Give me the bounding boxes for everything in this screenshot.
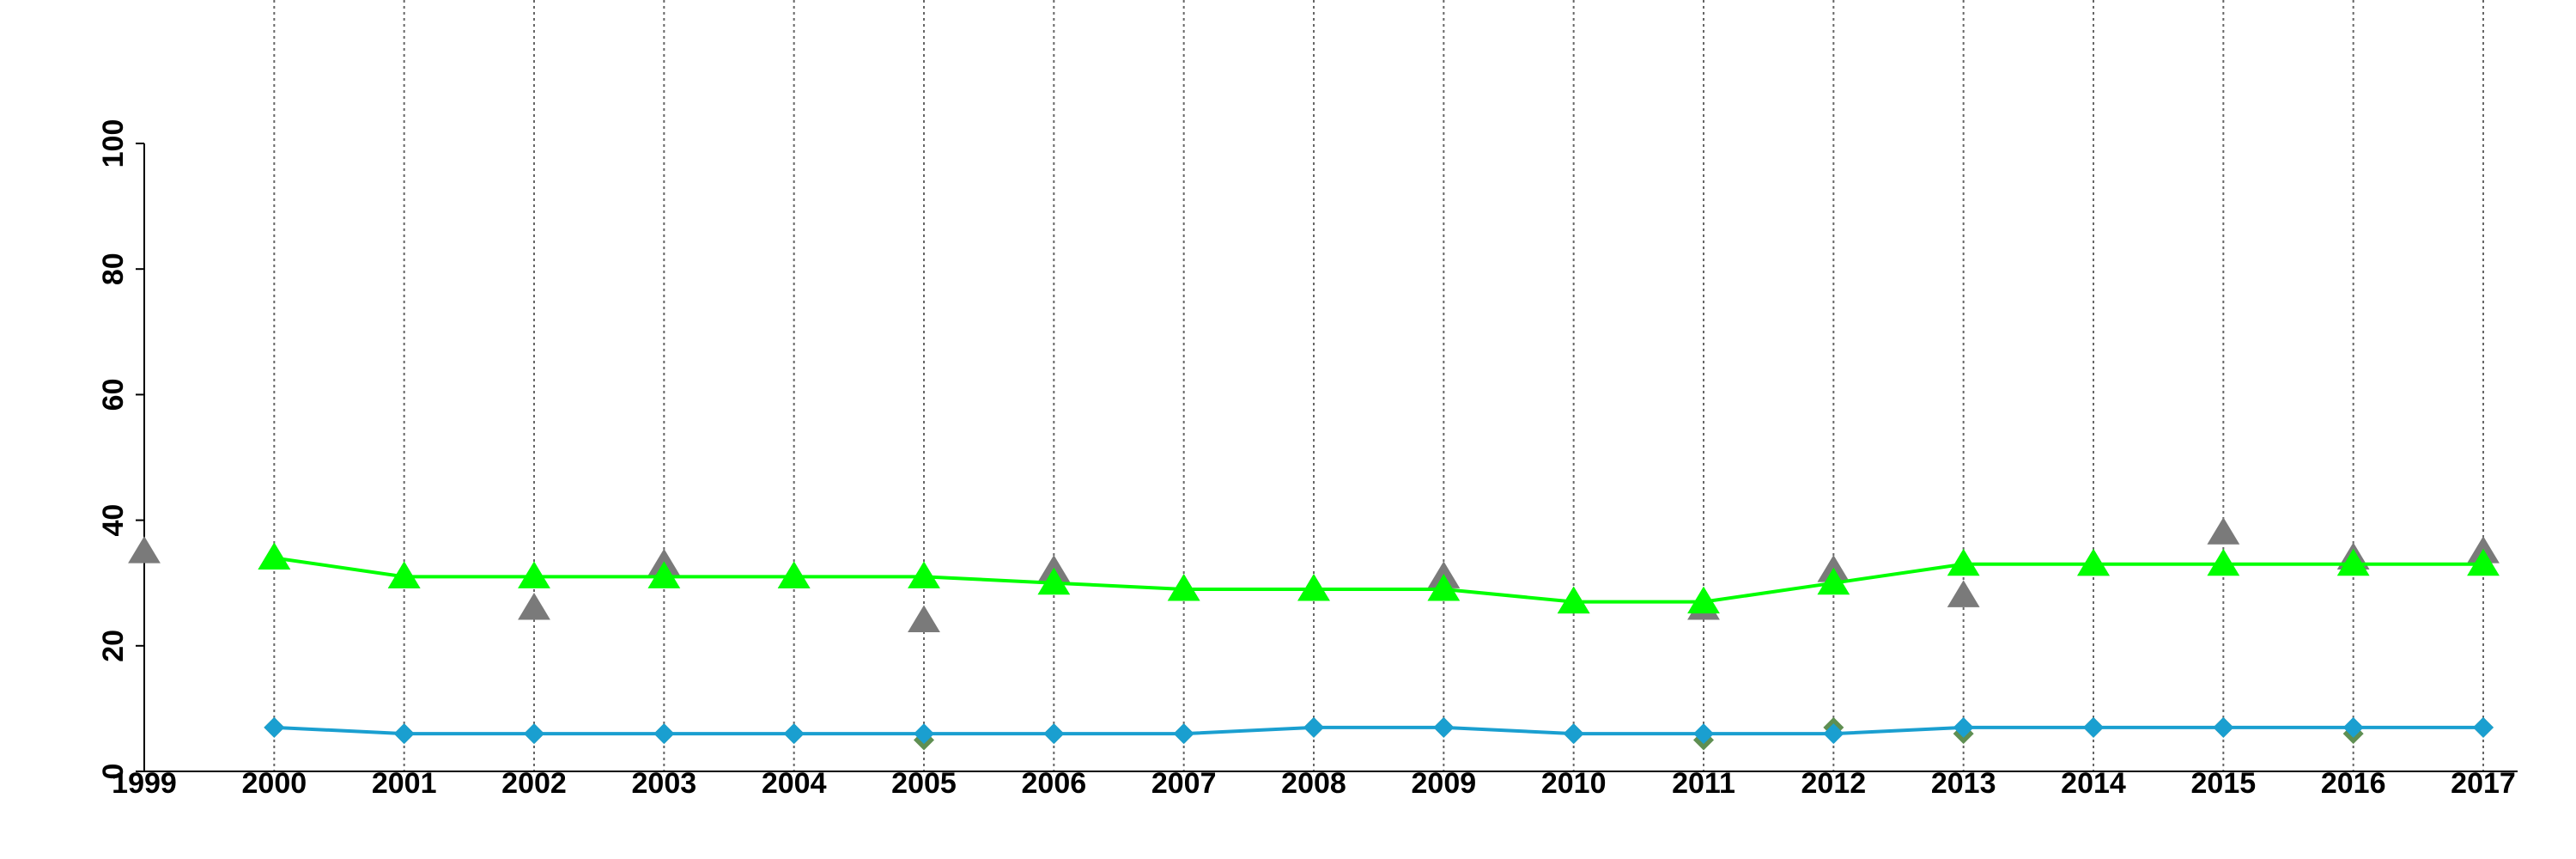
triangle-marker <box>1557 586 1590 614</box>
diamond-marker <box>1823 723 1844 745</box>
x-tick-label: 2004 <box>762 767 827 800</box>
x-tick-label: 2009 <box>1412 767 1477 800</box>
triangle-marker <box>1037 567 1071 595</box>
triangle-marker <box>128 536 161 564</box>
triangle-marker <box>1947 580 1980 607</box>
triangle-marker <box>2207 517 2240 545</box>
x-tick-label: 2014 <box>2061 767 2126 800</box>
diamond-marker <box>783 723 805 745</box>
x-tick-label: 1999 <box>112 767 177 800</box>
x-tick-label: 2012 <box>1801 767 1867 800</box>
series-line <box>274 725 2483 736</box>
triangle-marker <box>1947 548 1980 576</box>
triangle-marker <box>908 561 940 588</box>
diamond-marker <box>1953 716 1974 738</box>
y-tick-label: 100 <box>97 119 130 168</box>
triangle-marker <box>1427 574 1461 601</box>
diamond-marker <box>2083 716 2104 738</box>
diamond-marker <box>1563 723 1584 745</box>
series-line <box>274 556 2483 604</box>
triangle-marker <box>2467 548 2500 576</box>
triangle-marker <box>387 561 421 588</box>
diamond-marker <box>914 723 934 745</box>
x-tick-label: 2005 <box>891 767 957 800</box>
diamond-marker <box>524 723 544 745</box>
diamond-marker <box>1433 716 1455 738</box>
diamond-marker <box>1043 723 1065 745</box>
y-tick-label: 20 <box>97 630 130 662</box>
x-tick-label: 2017 <box>2451 767 2516 800</box>
y-tick-label: 60 <box>97 378 130 411</box>
y-tick-label: 0 <box>97 764 130 780</box>
y-tick-label: 80 <box>97 253 130 285</box>
x-tick-label: 2011 <box>1672 767 1735 800</box>
triangle-marker <box>518 592 550 620</box>
x-tick-label: 2003 <box>632 767 697 800</box>
x-tick-label: 2000 <box>242 767 307 800</box>
diamond-marker <box>264 716 285 738</box>
x-tick-label: 2006 <box>1022 767 1087 800</box>
x-tick-label: 2008 <box>1281 767 1346 800</box>
triangle-marker <box>258 542 291 570</box>
triangle-marker <box>2077 548 2110 576</box>
diamond-marker <box>653 723 675 745</box>
x-tick-label: 2016 <box>2321 767 2386 800</box>
triangle-marker <box>1817 567 1850 595</box>
triangle-marker <box>908 605 940 633</box>
triangle-marker <box>1297 574 1330 601</box>
diamond-marker <box>1303 716 1324 738</box>
triangle-marker <box>518 561 550 588</box>
triangle-marker <box>1167 574 1200 601</box>
diamond-marker <box>2473 716 2494 738</box>
triangle-marker <box>2207 548 2240 576</box>
triangle-marker <box>647 561 681 588</box>
diamond-marker <box>2342 716 2364 738</box>
diamond-marker <box>1173 723 1194 745</box>
triangle-marker <box>777 561 811 588</box>
diamond-marker <box>1693 723 1714 745</box>
x-tick-label: 2013 <box>1931 767 1996 800</box>
triangle-marker <box>1687 586 1720 614</box>
triangle-marker <box>2336 548 2370 576</box>
y-tick-label: 40 <box>97 504 130 537</box>
diamond-marker <box>393 723 415 745</box>
x-tick-label: 2001 <box>372 767 437 800</box>
diamond-marker <box>2213 716 2234 738</box>
x-tick-label: 2007 <box>1151 767 1217 800</box>
x-tick-label: 2015 <box>2191 767 2257 800</box>
x-tick-label: 2010 <box>1541 767 1607 800</box>
x-tick-label: 2002 <box>501 767 567 800</box>
